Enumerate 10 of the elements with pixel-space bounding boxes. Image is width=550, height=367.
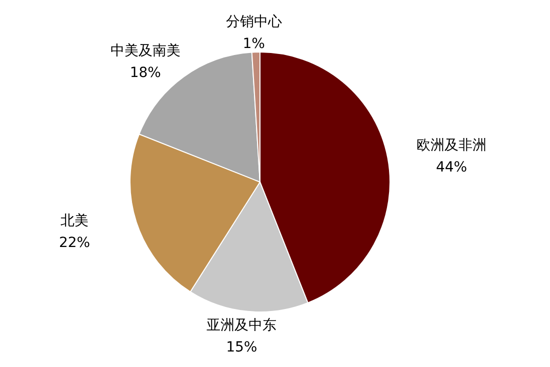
data-label: 1% bbox=[242, 36, 265, 52]
data-label: 18% bbox=[130, 64, 161, 81]
data-label: 22% bbox=[58, 235, 90, 251]
slice-label: 欧洲及非洲 bbox=[416, 138, 487, 154]
slice-label: 分销中心 bbox=[226, 14, 282, 30]
slice-label: 北美 bbox=[60, 213, 89, 229]
slice-label: 亚洲及中东 bbox=[206, 317, 277, 334]
data-label: 44% bbox=[436, 160, 468, 176]
data-label: 15% bbox=[226, 339, 258, 356]
slice-label: 中美及南美 bbox=[110, 42, 180, 59]
